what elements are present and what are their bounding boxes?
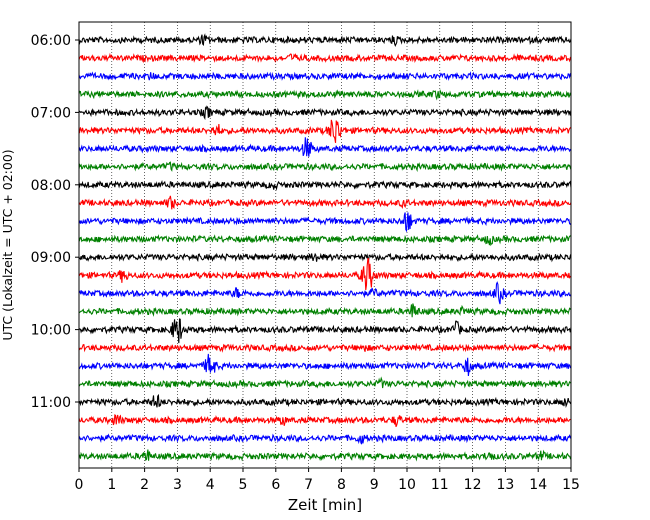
x-tick-label: 15 bbox=[562, 477, 580, 493]
y-axis-label: UTC (Lokalzeit = UTC + 02:00) bbox=[0, 149, 15, 340]
trace-0930 bbox=[78, 281, 572, 305]
trace-0700 bbox=[78, 105, 572, 121]
trace-0600 bbox=[78, 33, 572, 48]
trace-0630 bbox=[78, 71, 572, 81]
x-axis-ticks: 0 1 2 3 4 5 6 7 8 9 10 11 12 13 14 15 bbox=[75, 468, 580, 493]
x-tick-label: 0 bbox=[75, 477, 84, 493]
trace-0745 bbox=[78, 161, 572, 173]
x-tick-label: 1 bbox=[107, 477, 116, 493]
x-tick-label: 12 bbox=[464, 477, 482, 493]
trace-1130 bbox=[78, 433, 572, 445]
y-axis-ticks: 06:00 07:00 08:00 09:00 10:00 11:00 bbox=[31, 33, 79, 411]
trace-0815 bbox=[78, 195, 572, 210]
x-axis-label: Zeit [min] bbox=[288, 496, 362, 514]
x-tick-label: 9 bbox=[370, 477, 379, 493]
x-tick-label: 13 bbox=[496, 477, 514, 493]
y-tick-label: 11:00 bbox=[31, 395, 71, 411]
vertical-gridlines bbox=[111, 22, 539, 468]
trace-0845 bbox=[78, 234, 572, 247]
x-tick-label: 14 bbox=[529, 477, 547, 493]
x-tick-label: 8 bbox=[337, 477, 346, 493]
x-tick-label: 11 bbox=[431, 477, 449, 493]
trace-0730 bbox=[78, 137, 572, 157]
trace-0915 bbox=[78, 258, 572, 291]
trace-0800 bbox=[78, 179, 572, 191]
y-tick-label: 07:00 bbox=[31, 105, 71, 121]
y-tick-label: 08:00 bbox=[31, 178, 71, 194]
y-tick-label: 06:00 bbox=[31, 33, 71, 49]
trace-1015 bbox=[78, 342, 572, 353]
trace-1045 bbox=[78, 376, 572, 390]
trace-0615 bbox=[78, 52, 572, 64]
trace-0945 bbox=[78, 303, 572, 318]
x-tick-label: 10 bbox=[398, 477, 416, 493]
trace-0715 bbox=[78, 119, 572, 143]
x-tick-label: 3 bbox=[173, 477, 182, 493]
trace-1030 bbox=[78, 353, 572, 377]
x-tick-label: 5 bbox=[239, 477, 248, 493]
trace-1000 bbox=[78, 318, 572, 344]
trace-0900 bbox=[78, 252, 572, 263]
trace-1100 bbox=[78, 393, 572, 408]
x-tick-label: 7 bbox=[304, 477, 313, 493]
x-tick-label: 4 bbox=[206, 477, 215, 493]
x-tick-label: 6 bbox=[271, 477, 280, 493]
trace-0645 bbox=[78, 88, 572, 101]
y-tick-label: 09:00 bbox=[31, 250, 71, 266]
plot-frame bbox=[78, 21, 572, 469]
x-tick-label: 2 bbox=[140, 477, 149, 493]
trace-1115 bbox=[78, 414, 572, 428]
trace-0830 bbox=[78, 212, 572, 233]
trace-1145 bbox=[78, 449, 572, 462]
y-tick-label: 10:00 bbox=[31, 323, 71, 339]
seismic-traces bbox=[78, 33, 572, 462]
